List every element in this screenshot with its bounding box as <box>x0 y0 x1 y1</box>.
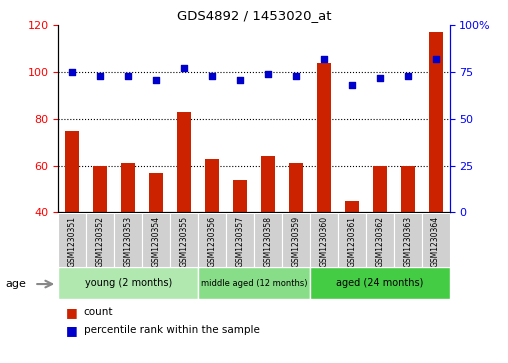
Bar <box>338 213 366 267</box>
Bar <box>310 213 338 267</box>
Text: GSM1230363: GSM1230363 <box>403 216 412 267</box>
Text: young (2 months): young (2 months) <box>85 278 172 288</box>
Point <box>264 71 272 77</box>
Bar <box>289 163 303 306</box>
Text: GSM1230352: GSM1230352 <box>96 216 105 267</box>
Point <box>403 73 411 79</box>
Bar <box>66 131 79 306</box>
Bar <box>86 213 114 267</box>
Text: GSM1230361: GSM1230361 <box>347 216 356 267</box>
Text: GSM1230351: GSM1230351 <box>68 216 77 267</box>
Point <box>152 77 160 82</box>
Bar <box>142 213 170 267</box>
Bar <box>373 166 387 306</box>
Point <box>320 56 328 62</box>
Bar <box>114 213 142 267</box>
Bar <box>345 201 359 306</box>
Point <box>180 65 188 71</box>
Bar <box>317 63 331 306</box>
Text: age: age <box>5 279 26 289</box>
Text: ■: ■ <box>66 324 78 337</box>
Bar <box>93 166 107 306</box>
Text: GSM1230359: GSM1230359 <box>292 216 300 267</box>
Text: GSM1230357: GSM1230357 <box>236 216 244 267</box>
Point <box>236 77 244 82</box>
Bar <box>233 180 247 306</box>
Bar <box>149 173 163 306</box>
Bar <box>205 159 219 306</box>
Bar <box>366 213 394 267</box>
Point <box>208 73 216 79</box>
Text: GSM1230360: GSM1230360 <box>320 216 328 267</box>
Text: percentile rank within the sample: percentile rank within the sample <box>84 325 260 335</box>
Text: GDS4892 / 1453020_at: GDS4892 / 1453020_at <box>177 9 331 22</box>
Bar <box>170 213 198 267</box>
Point <box>68 69 76 75</box>
Point <box>292 73 300 79</box>
Point <box>431 56 439 62</box>
Text: count: count <box>84 307 113 317</box>
Bar <box>198 213 226 267</box>
Text: GSM1230358: GSM1230358 <box>264 216 272 267</box>
Bar <box>198 267 310 299</box>
Bar <box>58 267 198 299</box>
Bar <box>261 156 275 306</box>
Text: GSM1230353: GSM1230353 <box>124 216 133 267</box>
Bar <box>310 267 450 299</box>
Point <box>96 73 104 79</box>
Bar <box>177 112 191 306</box>
Point <box>375 75 384 81</box>
Bar <box>401 166 415 306</box>
Point <box>347 82 356 88</box>
Point <box>124 73 132 79</box>
Bar <box>226 213 254 267</box>
Text: GSM1230364: GSM1230364 <box>431 216 440 267</box>
Bar <box>422 213 450 267</box>
Text: GSM1230354: GSM1230354 <box>152 216 161 267</box>
Text: GSM1230362: GSM1230362 <box>375 216 384 267</box>
Bar <box>58 213 86 267</box>
Bar <box>254 213 282 267</box>
Bar <box>429 32 442 306</box>
Bar <box>394 213 422 267</box>
Text: aged (24 months): aged (24 months) <box>336 278 423 288</box>
Text: GSM1230356: GSM1230356 <box>208 216 216 267</box>
Bar <box>121 163 135 306</box>
Text: GSM1230355: GSM1230355 <box>180 216 188 267</box>
Bar <box>282 213 310 267</box>
Text: middle aged (12 months): middle aged (12 months) <box>201 279 307 287</box>
Text: ■: ■ <box>66 306 78 319</box>
